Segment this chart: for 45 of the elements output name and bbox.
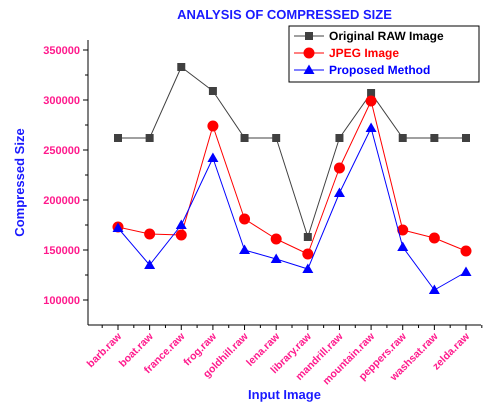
y-tick-label: 200000 [43,194,80,207]
point [240,134,249,142]
point [176,230,187,240]
point [208,87,217,95]
y-tick-label: 350000 [43,44,80,57]
y-tick-label: 150000 [43,244,80,257]
legend-label: Original RAW Image [329,29,444,44]
point [144,228,156,240]
point [270,254,282,263]
y-tick-label: 100000 [43,294,80,307]
y-tick-label: 300000 [43,94,80,107]
chart-title: ANALYSIS OF COMPRESSED SIZE [177,7,392,22]
point [177,63,186,71]
point [462,134,470,142]
point [146,134,154,142]
point [430,134,438,142]
point [397,224,408,236]
legend-label: JPEG Image [329,46,400,60]
point [144,260,156,269]
point [272,134,280,142]
point [366,96,377,106]
point [302,248,314,260]
point [335,134,344,142]
point [428,232,440,244]
point [304,233,312,241]
point [114,134,122,142]
x-axis-title: Input Image [248,387,321,402]
point [460,246,472,256]
point [176,220,187,229]
point [239,244,250,254]
y-axis-title: Compressed Size [12,128,27,237]
point [397,242,408,251]
point [302,264,314,273]
point [239,214,250,224]
point [207,152,218,162]
point [334,188,345,197]
point [428,284,440,294]
y-tick-label: 250000 [43,144,80,157]
point [366,122,377,132]
point [460,266,472,276]
point [398,134,407,142]
point [334,162,345,174]
point [270,234,282,244]
legend-label: Proposed Method [329,63,430,78]
point [207,120,218,132]
